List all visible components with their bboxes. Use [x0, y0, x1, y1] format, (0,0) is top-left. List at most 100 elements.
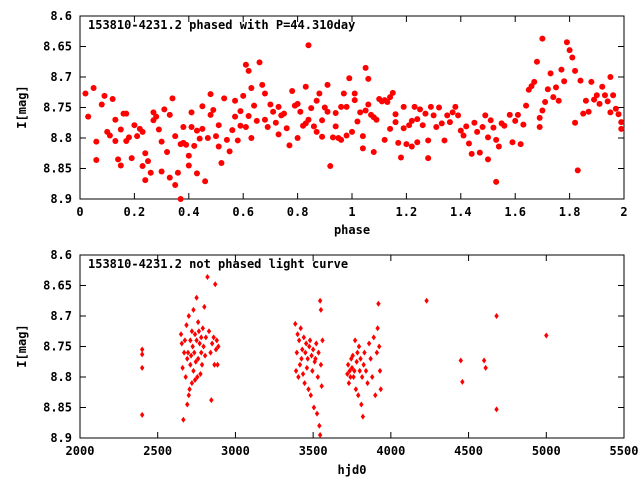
data-point — [362, 64, 369, 71]
data-point — [585, 108, 592, 115]
data-point — [267, 101, 274, 108]
data-point — [406, 122, 413, 129]
data-point — [215, 143, 222, 150]
data-point — [528, 83, 535, 90]
x-tick-label: 5500 — [610, 444, 639, 458]
data-point — [604, 98, 611, 105]
data-point — [355, 349, 360, 356]
data-point — [189, 380, 195, 387]
data-point — [343, 132, 350, 139]
data-point — [338, 103, 345, 110]
data-point — [397, 154, 404, 161]
data-point — [90, 84, 97, 91]
x-tick-label: 4000 — [376, 444, 405, 458]
data-point — [349, 364, 355, 371]
data-point — [363, 367, 369, 374]
data-point — [474, 128, 481, 135]
data-point — [359, 401, 364, 408]
data-point — [615, 111, 622, 118]
data-point — [577, 77, 584, 84]
data-point — [215, 122, 222, 129]
data-point — [186, 313, 191, 319]
data-point — [392, 119, 399, 126]
x-tick-label: 1.8 — [559, 205, 581, 219]
data-point — [321, 104, 328, 111]
data-point — [93, 138, 100, 145]
y-tick-label: 8.65 — [43, 279, 72, 293]
y-axis-label: I[mag] — [15, 324, 29, 367]
data-point — [226, 148, 233, 155]
data-point — [296, 374, 301, 380]
data-point — [305, 42, 312, 49]
data-point — [302, 83, 309, 90]
data-point — [359, 145, 366, 152]
data-point — [425, 137, 432, 144]
data-point — [340, 90, 347, 97]
data-point — [185, 152, 192, 159]
data-point — [305, 116, 312, 123]
data-point — [308, 105, 315, 112]
data-point — [188, 337, 193, 344]
phased-light-curve-plot: 0 0.2 0.4 0.6 0.8 1 1.2 1.4 1.6 1.8 2 8.6 8.65 8.7 8.7… — [15, 9, 628, 237]
data-point — [347, 367, 352, 374]
data-point — [494, 313, 499, 319]
data-point — [599, 83, 606, 90]
data-point — [270, 108, 277, 115]
data-point — [106, 132, 113, 139]
data-point — [332, 109, 339, 116]
data-point — [371, 334, 376, 341]
data-point — [319, 117, 326, 124]
data-point — [495, 143, 502, 150]
data-point — [427, 103, 434, 110]
data-point — [123, 110, 130, 117]
data-point — [275, 131, 282, 138]
data-point — [234, 137, 241, 144]
data-point — [582, 97, 589, 104]
data-point — [536, 114, 543, 121]
x-tick-label: 0.8 — [287, 205, 309, 219]
data-point — [329, 134, 336, 141]
data-point — [188, 361, 193, 368]
data-point — [242, 124, 249, 131]
data-point — [192, 331, 198, 338]
data-point — [242, 61, 249, 68]
data-point — [180, 364, 185, 371]
data-point — [309, 352, 314, 359]
data-point — [361, 361, 366, 368]
data-point — [128, 155, 135, 162]
data-point — [172, 133, 179, 140]
data-point — [403, 141, 410, 148]
data-point — [193, 170, 200, 177]
data-point — [374, 349, 380, 356]
data-point — [417, 106, 423, 113]
data-point — [591, 96, 598, 103]
data-point — [424, 297, 429, 304]
data-point — [356, 392, 361, 399]
data-point — [300, 370, 306, 377]
data-point — [346, 380, 352, 387]
data-point — [351, 374, 356, 380]
data-point — [317, 422, 322, 429]
data-point — [203, 334, 209, 341]
y-tick-label: 8.6 — [50, 248, 72, 262]
data-point — [354, 358, 359, 365]
data-point — [178, 331, 184, 338]
data-point — [365, 380, 370, 387]
data-point — [223, 136, 230, 143]
data-point — [307, 337, 313, 344]
data-point — [213, 281, 218, 288]
data-point — [184, 322, 189, 329]
data-point — [414, 116, 421, 123]
data-point — [460, 378, 465, 385]
data-point — [261, 90, 268, 97]
data-point — [419, 122, 426, 129]
data-point — [308, 392, 314, 399]
data-point — [158, 168, 165, 175]
data-point — [375, 325, 380, 332]
data-point — [345, 370, 350, 377]
data-point — [544, 332, 549, 339]
data-point — [125, 134, 132, 141]
data-point — [206, 328, 212, 335]
data-point — [210, 106, 217, 113]
data-point — [332, 123, 339, 130]
